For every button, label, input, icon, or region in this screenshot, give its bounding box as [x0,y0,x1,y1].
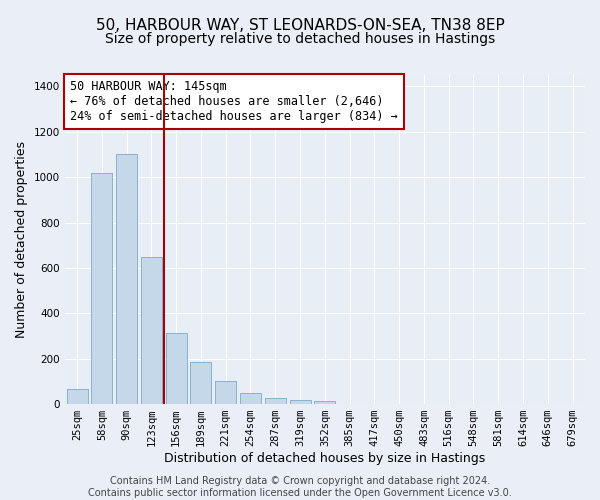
Bar [290,400,311,404]
Bar [314,400,335,404]
Bar [116,154,137,404]
Bar [141,256,162,404]
Bar [265,398,286,404]
Text: Contains HM Land Registry data © Crown copyright and database right 2024.
Contai: Contains HM Land Registry data © Crown c… [88,476,512,498]
Bar [190,362,211,404]
Bar [240,392,261,404]
Bar [215,382,236,404]
Y-axis label: Number of detached properties: Number of detached properties [15,141,28,338]
Text: Size of property relative to detached houses in Hastings: Size of property relative to detached ho… [105,32,495,46]
Bar [67,390,88,404]
Bar [91,172,112,404]
Text: 50 HARBOUR WAY: 145sqm
← 76% of detached houses are smaller (2,646)
24% of semi-: 50 HARBOUR WAY: 145sqm ← 76% of detached… [70,80,398,123]
Bar [166,332,187,404]
X-axis label: Distribution of detached houses by size in Hastings: Distribution of detached houses by size … [164,452,485,465]
Text: 50, HARBOUR WAY, ST LEONARDS-ON-SEA, TN38 8EP: 50, HARBOUR WAY, ST LEONARDS-ON-SEA, TN3… [95,18,505,32]
